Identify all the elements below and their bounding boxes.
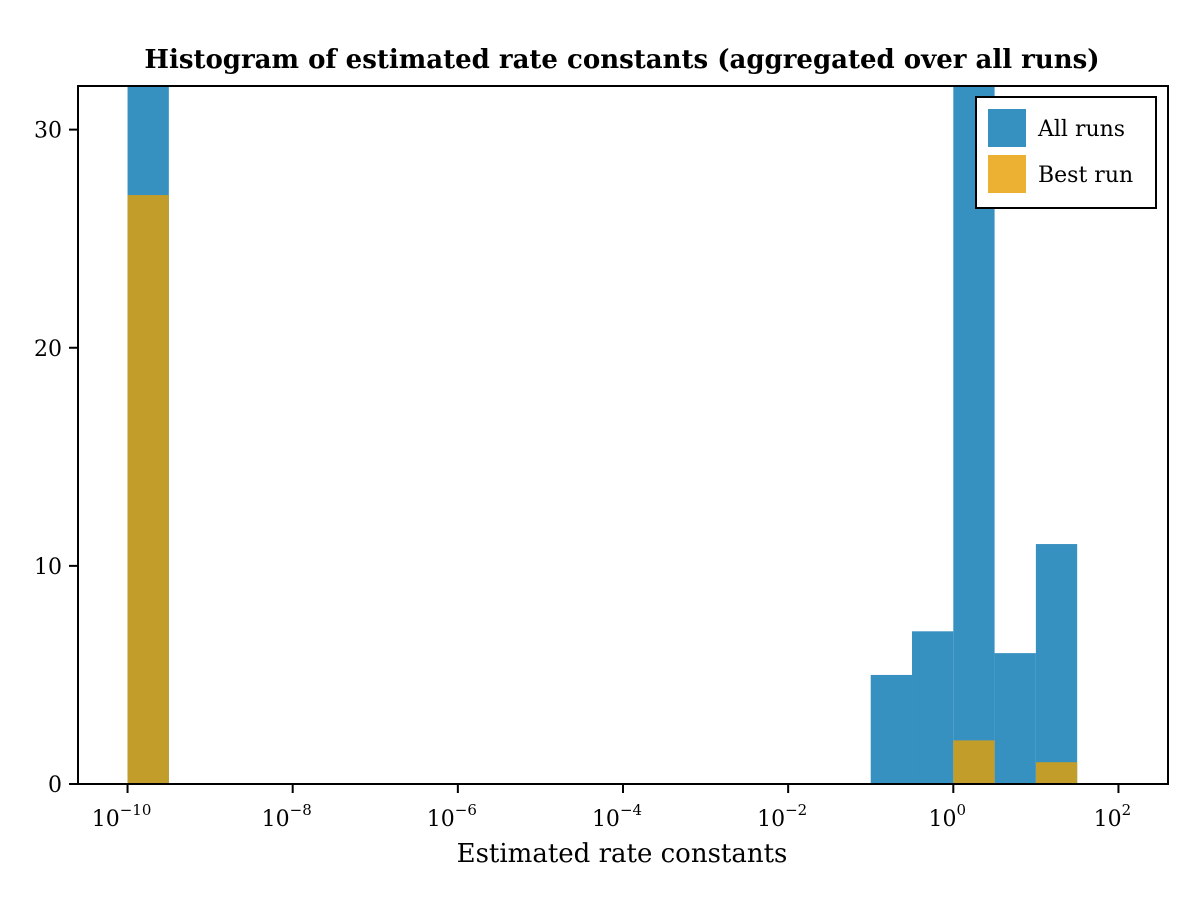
bar-all-runs-5: [994, 653, 1036, 784]
legend-label: All runs: [1037, 117, 1125, 142]
x-tick-label: 10−10: [92, 801, 152, 832]
x-tick-label: 10−6: [427, 801, 477, 832]
y-tick-label: 0: [48, 773, 62, 798]
y-tick-label: 30: [34, 119, 62, 144]
bar-all-runs-6: [1035, 544, 1078, 784]
bar-best-run-0: [127, 195, 169, 784]
bar-all-runs-2: [870, 674, 913, 784]
bar-all-runs-3: [912, 631, 954, 784]
bar-best-run-6: [1035, 762, 1078, 784]
bars-layer: [127, 86, 1078, 784]
chart-title: Histogram of estimated rate constants (a…: [144, 45, 1099, 75]
bar-best-run-4: [953, 740, 995, 784]
legend: All runs Best run: [975, 96, 1157, 209]
y-tick-label: 10: [34, 555, 62, 580]
x-axis-label: Estimated rate constants: [457, 839, 788, 869]
x-tick-label: 10−8: [262, 801, 312, 832]
y-tick-label: 20: [34, 337, 62, 362]
x-tick-label: 102: [1094, 801, 1132, 832]
legend-label: Best run: [1038, 163, 1133, 188]
x-tick-label: 100: [929, 801, 967, 832]
legend-swatch: [988, 109, 1026, 147]
legend-swatch: [988, 155, 1026, 193]
x-tick-label: 10−2: [757, 801, 807, 832]
x-tick-label: 10−4: [592, 801, 642, 832]
